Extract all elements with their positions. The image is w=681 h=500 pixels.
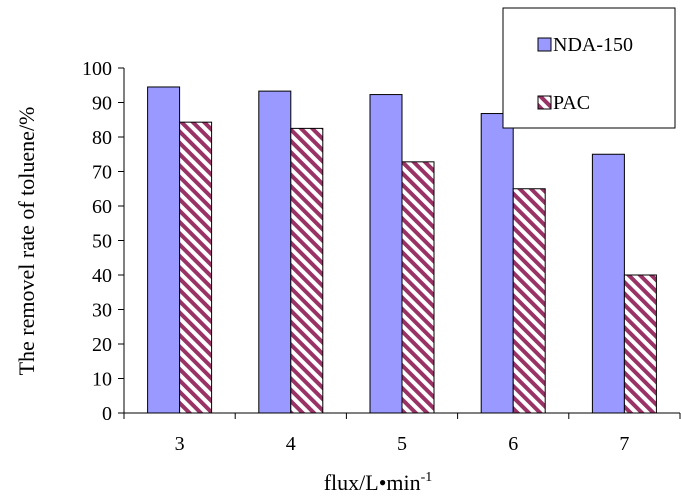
y-tick-label: 90: [92, 93, 112, 115]
x-tick-label: 4: [286, 433, 296, 455]
bar-pac-6: [512, 188, 546, 414]
x-axis-title-main: flux/L•min: [324, 470, 421, 495]
x-axis-title-superscript: -1: [421, 470, 433, 485]
y-tick-label: 70: [92, 162, 112, 184]
bars: [147, 86, 657, 414]
y-tick-label: 0: [102, 403, 112, 425]
legend-label-nda-150: NDA-150: [553, 34, 633, 56]
bar-nda-150-6: [480, 113, 514, 414]
x-axis-title: flux/L•min-1: [324, 470, 433, 495]
bar-nda-150-5: [369, 94, 403, 414]
y-tick-label: 10: [92, 369, 112, 391]
x-tick-label: 6: [508, 433, 518, 455]
x-tick-label: 5: [397, 433, 407, 455]
x-axis: 3 4 5 6 7: [123, 412, 681, 455]
y-tick-label: 100: [82, 58, 112, 80]
legend-swatch-pac: [537, 95, 552, 110]
bar-pac-5: [401, 161, 435, 414]
bar-nda-150-3: [147, 86, 181, 414]
bar-nda-150-4: [258, 90, 292, 414]
legend: NDA-150 PAC: [502, 7, 676, 129]
y-tick-label: 40: [92, 265, 112, 287]
legend-swatch-nda-150: [537, 37, 552, 52]
y-axis: 0 10 20 30 40 50 60 70 80 90 100: [82, 58, 125, 425]
x-tick-label: 7: [619, 433, 629, 455]
x-tick-label: 3: [175, 433, 185, 455]
y-tick-label: 80: [92, 127, 112, 149]
y-tick-label: 50: [92, 231, 112, 253]
bar-pac-3: [179, 121, 213, 414]
y-tick-label: 20: [92, 334, 112, 356]
y-tick-label: 30: [92, 300, 112, 322]
bar-pac-4: [290, 127, 324, 414]
y-axis-title: The removel rate of toluene/%: [14, 107, 39, 376]
legend-label-pac: PAC: [553, 92, 590, 114]
y-tick-label: 60: [92, 196, 112, 218]
bar-pac-7: [623, 274, 657, 414]
bar-nda-150-7: [591, 153, 625, 414]
legend-box: [502, 7, 676, 129]
